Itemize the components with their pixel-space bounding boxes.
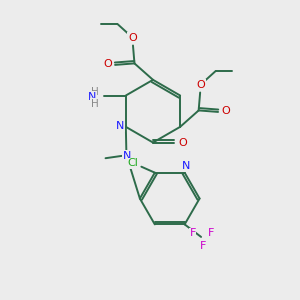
Text: Cl: Cl bbox=[128, 158, 138, 168]
Text: F: F bbox=[200, 242, 207, 251]
Text: O: O bbox=[103, 59, 112, 69]
Text: H: H bbox=[91, 99, 99, 109]
Text: O: O bbox=[128, 33, 137, 43]
Text: N: N bbox=[116, 121, 124, 131]
Text: F: F bbox=[190, 228, 196, 238]
Text: H: H bbox=[91, 87, 99, 97]
Text: N: N bbox=[88, 92, 96, 102]
Text: O: O bbox=[196, 80, 205, 90]
Text: O: O bbox=[221, 106, 230, 116]
Text: N: N bbox=[182, 161, 190, 171]
Text: F: F bbox=[208, 228, 214, 238]
Text: O: O bbox=[178, 137, 187, 148]
Text: N: N bbox=[123, 151, 131, 161]
